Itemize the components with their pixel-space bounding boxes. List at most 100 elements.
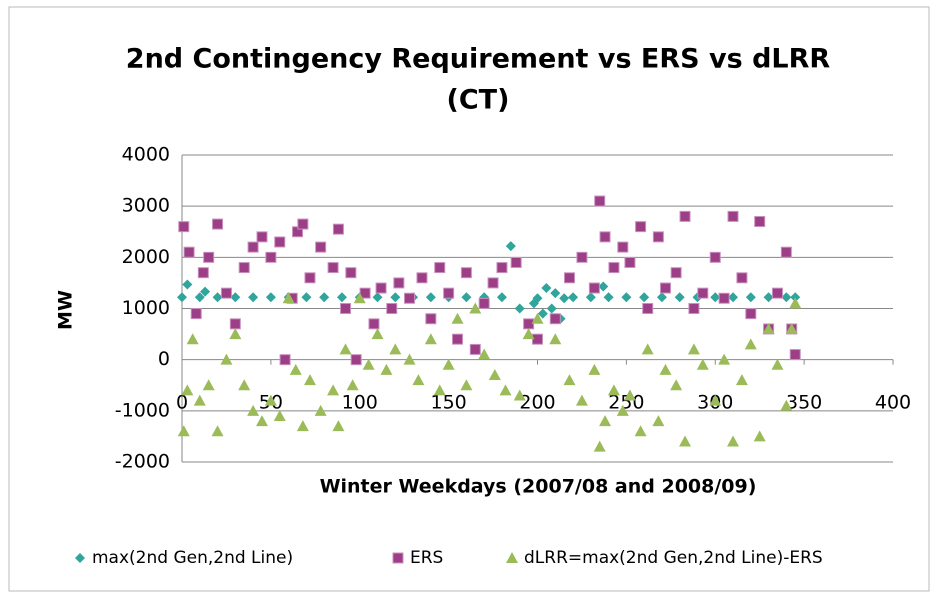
y-axis-title: MW (55, 290, 77, 330)
legend-label: ERS (410, 548, 443, 568)
dlrr-point (264, 394, 277, 406)
dlrr-point (296, 420, 309, 432)
max-point (541, 283, 552, 294)
max-point (390, 292, 401, 303)
max-point (537, 308, 548, 319)
max-point (532, 293, 543, 304)
dlrr-point (273, 409, 286, 421)
dlrr-point (389, 343, 402, 355)
dlrr-point (424, 333, 437, 345)
ers-point (315, 241, 327, 253)
dlrr-point (513, 389, 526, 401)
ers-point (197, 267, 209, 279)
dlrr-point (634, 425, 647, 437)
ers-point (532, 333, 543, 345)
ers-point (332, 223, 344, 235)
max-point (585, 292, 596, 303)
ers-point (469, 343, 481, 355)
ers-point (608, 262, 620, 274)
x-tick-label: 150 (430, 392, 466, 414)
ers-point (350, 354, 362, 366)
ers-point (754, 216, 766, 228)
dlrr-point (488, 369, 501, 381)
max-point (212, 292, 223, 303)
ers-point (745, 308, 757, 320)
dlrr-point (451, 312, 464, 324)
dlrr-point (177, 425, 190, 437)
dlrr-point (289, 363, 302, 375)
dlrr-point (403, 353, 416, 365)
dlrr-point (687, 343, 700, 355)
ers-point (393, 277, 405, 289)
max-point (505, 241, 516, 252)
dlrr-point (469, 302, 482, 314)
dlrr-point (789, 297, 802, 309)
legend-label: dLRR=max(2nd Gen,2nd Line)-ERS (524, 548, 823, 568)
ers-point (670, 267, 682, 279)
ers-point (265, 251, 277, 263)
x-tick-label: 400 (875, 392, 911, 414)
ers-point (386, 303, 398, 314)
dlrr-point (303, 374, 316, 386)
ers-point (340, 303, 352, 314)
ers-point (274, 236, 286, 248)
ers-point (434, 262, 446, 274)
ers-point (345, 267, 357, 279)
ers-point (709, 251, 721, 263)
ers-point (718, 292, 730, 304)
ers-point (510, 256, 522, 268)
dlrr-point (412, 374, 425, 386)
dlrr-point (563, 374, 576, 386)
dlrr-point (679, 435, 692, 447)
chart-subtitle: (CT) (447, 85, 510, 116)
dlrr-point (744, 338, 757, 350)
dlrr-point (762, 322, 775, 334)
ers-point (183, 246, 195, 258)
dlrr-point (549, 333, 562, 345)
ers-point (588, 282, 600, 294)
dlrr-point (238, 379, 251, 391)
max-point (710, 292, 721, 303)
dlrr-point (362, 358, 375, 370)
ers-point (659, 282, 671, 294)
dlrr-point (220, 353, 233, 365)
max-point (177, 292, 187, 303)
y-tick-label: -1000 (115, 399, 170, 421)
ers-point (443, 287, 455, 299)
ers-point (229, 318, 241, 330)
x-axis-title: Winter Weekdays (2007/08 and 2008/09) (320, 476, 757, 498)
x-tick-label: 0 (176, 392, 188, 414)
ers-point (452, 333, 464, 345)
dlrr-point (588, 363, 601, 375)
y-tick-label: -2000 (115, 451, 170, 473)
y-tick-label: 3000 (122, 195, 170, 217)
y-tick-label: 0 (158, 348, 170, 370)
ers-point (487, 277, 499, 289)
ers-point (617, 241, 629, 253)
dlrr-point (327, 384, 340, 396)
x-tick-label: 250 (608, 392, 644, 414)
dlrr-point (652, 415, 665, 427)
legend-marker (506, 552, 518, 563)
ers-point (697, 287, 709, 299)
dlrr-point (659, 363, 672, 375)
max-point (728, 292, 739, 303)
max-point (496, 292, 507, 303)
ers-point (642, 303, 654, 314)
dlrr-point (607, 384, 620, 396)
max-point (194, 292, 205, 303)
dlrr-point (735, 374, 748, 386)
max-point (745, 292, 756, 303)
ers-point (635, 221, 647, 233)
x-tick-label: 100 (342, 392, 378, 414)
ers-point (576, 251, 588, 263)
max-point (546, 303, 557, 314)
dlrr-point (771, 358, 784, 370)
dlrr-point (346, 379, 359, 391)
dlrr-point (229, 328, 242, 340)
ers-point (563, 272, 575, 284)
dlrr-point (211, 425, 224, 437)
dlrr-point (641, 343, 654, 355)
ers-point (478, 297, 490, 309)
ers-point (279, 354, 291, 366)
